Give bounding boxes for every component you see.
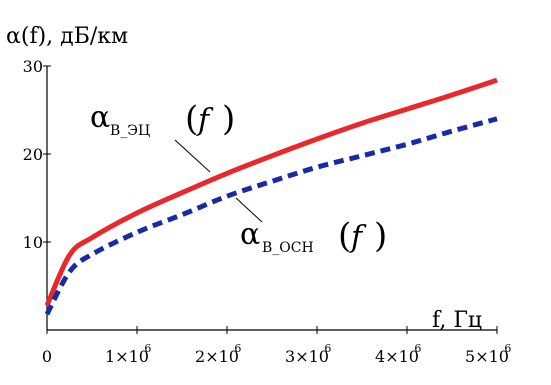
- annotation-osn-subscript: В_ОСН: [262, 240, 314, 256]
- x-tick-label: 0: [42, 347, 52, 366]
- annotation-ec-alpha: α: [90, 100, 110, 135]
- axes: [46, 66, 497, 331]
- x-axis-label: f, Гц: [432, 308, 482, 333]
- annotation-ec-arg: f: [196, 103, 214, 138]
- x-tick-exponent: 6: [234, 342, 241, 355]
- svg-text:): ): [374, 216, 387, 256]
- x-ticks: 0 1×106 2×106 3×106 4×106 5×106: [42, 326, 511, 366]
- series-line-ec: [44, 77, 498, 307]
- x-tick-label: 2×10: [195, 347, 239, 366]
- x-tick-exponent: 6: [324, 342, 331, 355]
- svg-text:): ): [222, 99, 235, 139]
- series-layer: [44, 77, 498, 316]
- y-tick-label: 30: [23, 57, 43, 76]
- x-tick-exponent: 6: [414, 342, 421, 355]
- annotation-osn: α В_ОСН ( f ): [235, 197, 387, 256]
- x-tick-label: 1×10: [105, 347, 149, 366]
- annotation-osn-arg: f: [349, 220, 367, 255]
- annotation-ec: α В_ЭЦ ( f ): [90, 99, 235, 173]
- x-tick-exponent: 6: [504, 342, 511, 355]
- y-tick-label: 20: [23, 145, 43, 164]
- svg-text:(: (: [338, 216, 351, 256]
- x-tick-label: 3×10: [285, 347, 329, 366]
- annotation-ec-subscript: В_ЭЦ: [110, 123, 150, 139]
- y-ticks: 10 20 30: [23, 57, 51, 252]
- x-tick-label: 4×10: [375, 347, 419, 366]
- annotation-ec-leader: [174, 139, 211, 173]
- x-axis-label-text: f, Гц: [432, 308, 482, 333]
- x-tick-exponent: 6: [144, 342, 151, 355]
- y-axis-label-text: α(f), дБ/км: [6, 24, 128, 49]
- svg-text:(: (: [185, 99, 198, 139]
- series-line-osn: [44, 116, 498, 316]
- x-tick-label: 5×10: [465, 347, 509, 366]
- annotation-osn-alpha: α: [240, 217, 260, 252]
- y-axis-label: α(f), дБ/км: [6, 24, 128, 49]
- annotation-osn-leader: [235, 197, 263, 223]
- y-tick-label: 10: [23, 233, 43, 252]
